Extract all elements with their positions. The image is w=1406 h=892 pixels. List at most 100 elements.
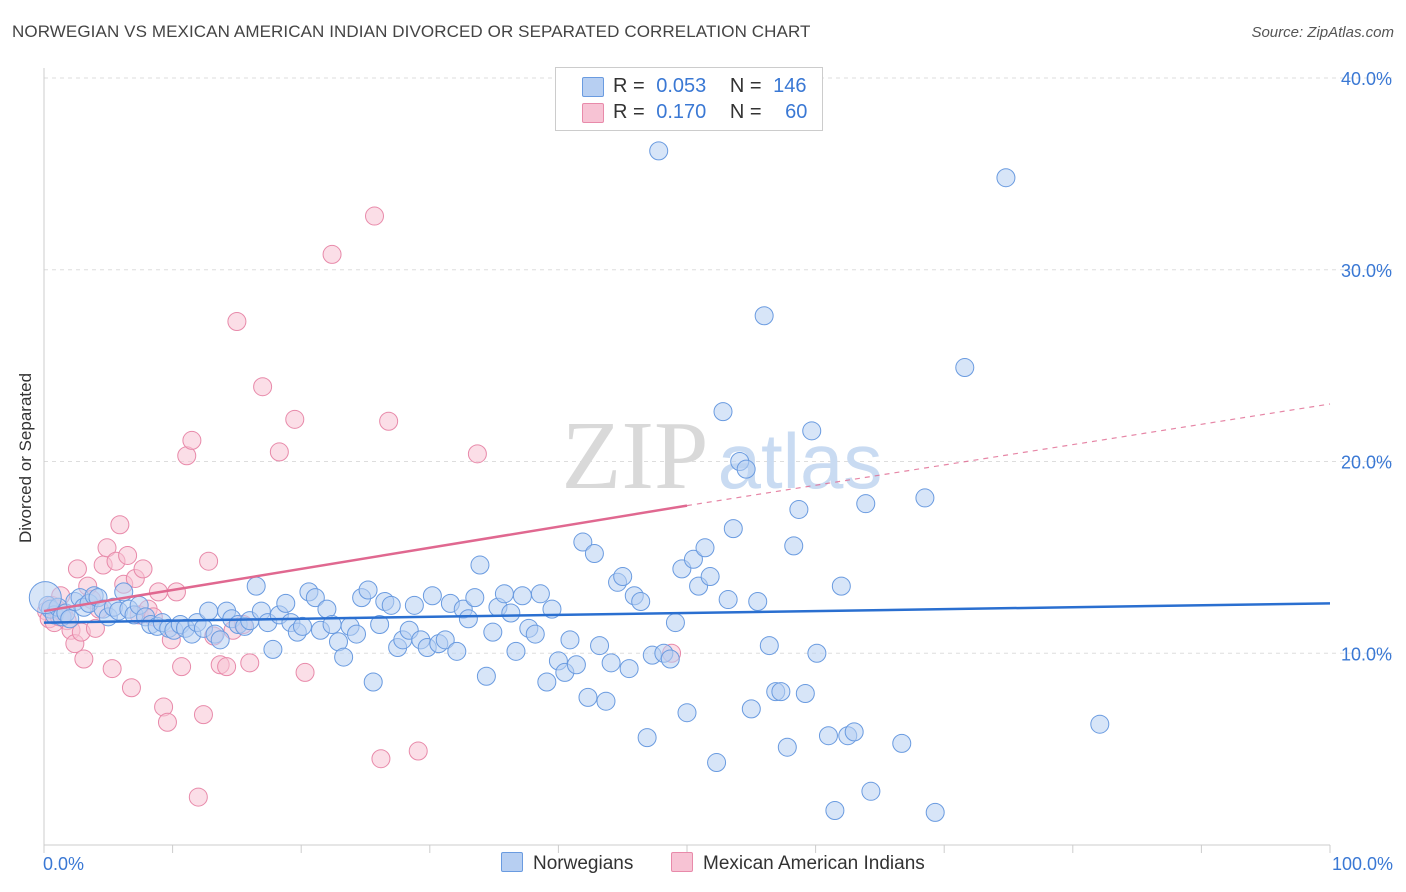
data-point-pink [118, 545, 138, 565]
legend-r-label: R = [613, 101, 645, 123]
bottom-legend-label: Mexican American Indians [703, 853, 925, 874]
data-point-blue [807, 643, 827, 663]
data-point-blue [590, 636, 610, 656]
data-point-blue [649, 141, 669, 161]
trend-line-norwegians [43, 602, 1331, 624]
data-point-blue [915, 488, 935, 508]
data-point-blue [358, 580, 378, 600]
data-point-blue [381, 595, 401, 615]
data-point-blue [465, 588, 485, 608]
data-point-pink [227, 312, 247, 332]
data-point-blue [784, 536, 804, 556]
data-point-pink [188, 787, 208, 807]
data-point-blue [825, 800, 845, 820]
data-point-blue [525, 624, 545, 644]
data-point-blue [292, 616, 312, 636]
data-point-blue [619, 659, 639, 679]
data-point-pink [269, 442, 289, 462]
data-point-pink [240, 653, 260, 673]
data-point-blue [435, 630, 455, 650]
data-point-blue [470, 555, 490, 575]
tick-labels: 10.0% 20.0% 30.0% 40.0% 0.0% 100.0% [43, 69, 1393, 874]
data-point-blue [404, 595, 424, 615]
legend-r-value: 0.053 [656, 75, 707, 97]
data-point-blue [771, 682, 791, 702]
data-point-blue [447, 641, 467, 661]
bottom-legend-swatch-pink [671, 852, 693, 872]
data-point-blue [777, 737, 797, 757]
data-point-pink [182, 430, 202, 450]
data-point-blue [458, 609, 478, 629]
data-point-pink [467, 444, 487, 464]
bottom-legend-norwegians: Norwegians [501, 852, 633, 875]
data-point-pink [133, 559, 153, 579]
y-axis-label: Divorced or Separated [16, 372, 35, 544]
data-point-pink [67, 559, 87, 579]
data-point-blue [1090, 714, 1110, 734]
data-point-blue [677, 703, 697, 723]
data-point-blue [346, 624, 366, 644]
stats-legend: R = 0.053 N = 146 R = 0.170 N = 60 [555, 67, 823, 131]
data-point-pink [97, 538, 117, 558]
chart-title: NORWEGIAN VS MEXICAN AMERICAN INDIAN DIV… [12, 22, 811, 41]
data-point-blue [542, 599, 562, 619]
trend-line-mexican-american-indians [43, 504, 688, 613]
data-point-blue [584, 544, 604, 564]
data-point-blue [631, 591, 651, 611]
x-tick-label: 0.0% [43, 854, 84, 874]
data-point-blue [530, 584, 550, 604]
grid-lines [44, 77, 1392, 654]
data-point-blue [695, 538, 715, 558]
legend-n-label: N = [729, 101, 762, 123]
data-point-blue [861, 781, 881, 801]
data-point-pink [166, 582, 186, 602]
data-point-pink [157, 712, 177, 732]
data-point-blue [276, 593, 296, 613]
data-point-blue [578, 687, 598, 707]
data-point-blue [501, 603, 521, 623]
data-point-blue [305, 588, 325, 608]
data-point-blue [683, 549, 703, 569]
data-point-blue [334, 647, 354, 667]
data-point-blue [476, 666, 496, 686]
trend-lines [43, 403, 1331, 624]
data-point-pink [253, 377, 273, 397]
data-point-blue [844, 722, 864, 742]
trend-line-extension [686, 403, 1331, 507]
data-point-pink [199, 551, 219, 571]
data-point-pink [110, 515, 130, 535]
data-point-blue [723, 519, 743, 539]
data-point-blue [596, 691, 616, 711]
data-point-blue [263, 639, 283, 659]
data-point-blue [818, 726, 838, 746]
data-point-blue [494, 584, 514, 604]
data-point-blue [28, 581, 62, 615]
data-point-blue [422, 586, 442, 606]
data-point-blue [831, 576, 851, 596]
data-point-pink [121, 678, 141, 698]
data-point-blue [665, 613, 685, 633]
data-point-pink [322, 244, 342, 264]
data-point-blue [363, 672, 383, 692]
legend-n-value: 60 [785, 101, 808, 123]
data-point-blue [925, 802, 945, 822]
data-point-blue [754, 306, 774, 326]
data-point-blue [741, 699, 761, 719]
data-point-blue [637, 728, 657, 748]
legend-swatch-blue [582, 77, 604, 97]
data-point-blue [601, 653, 621, 673]
data-point-pink [193, 705, 213, 725]
data-point-pink [371, 749, 391, 769]
data-point-blue [199, 601, 219, 621]
data-point-blue [566, 655, 586, 675]
data-point-blue [789, 499, 809, 519]
data-point-blue [210, 630, 230, 650]
legend-r-label: R = [613, 75, 645, 97]
legend-swatch-pink [582, 103, 604, 123]
y-tick-label: 20.0% [1341, 453, 1392, 473]
data-point-blue [759, 636, 779, 656]
data-point-pink [408, 741, 428, 761]
legend-r-value: 0.170 [656, 101, 707, 123]
data-point-pink [172, 657, 192, 677]
